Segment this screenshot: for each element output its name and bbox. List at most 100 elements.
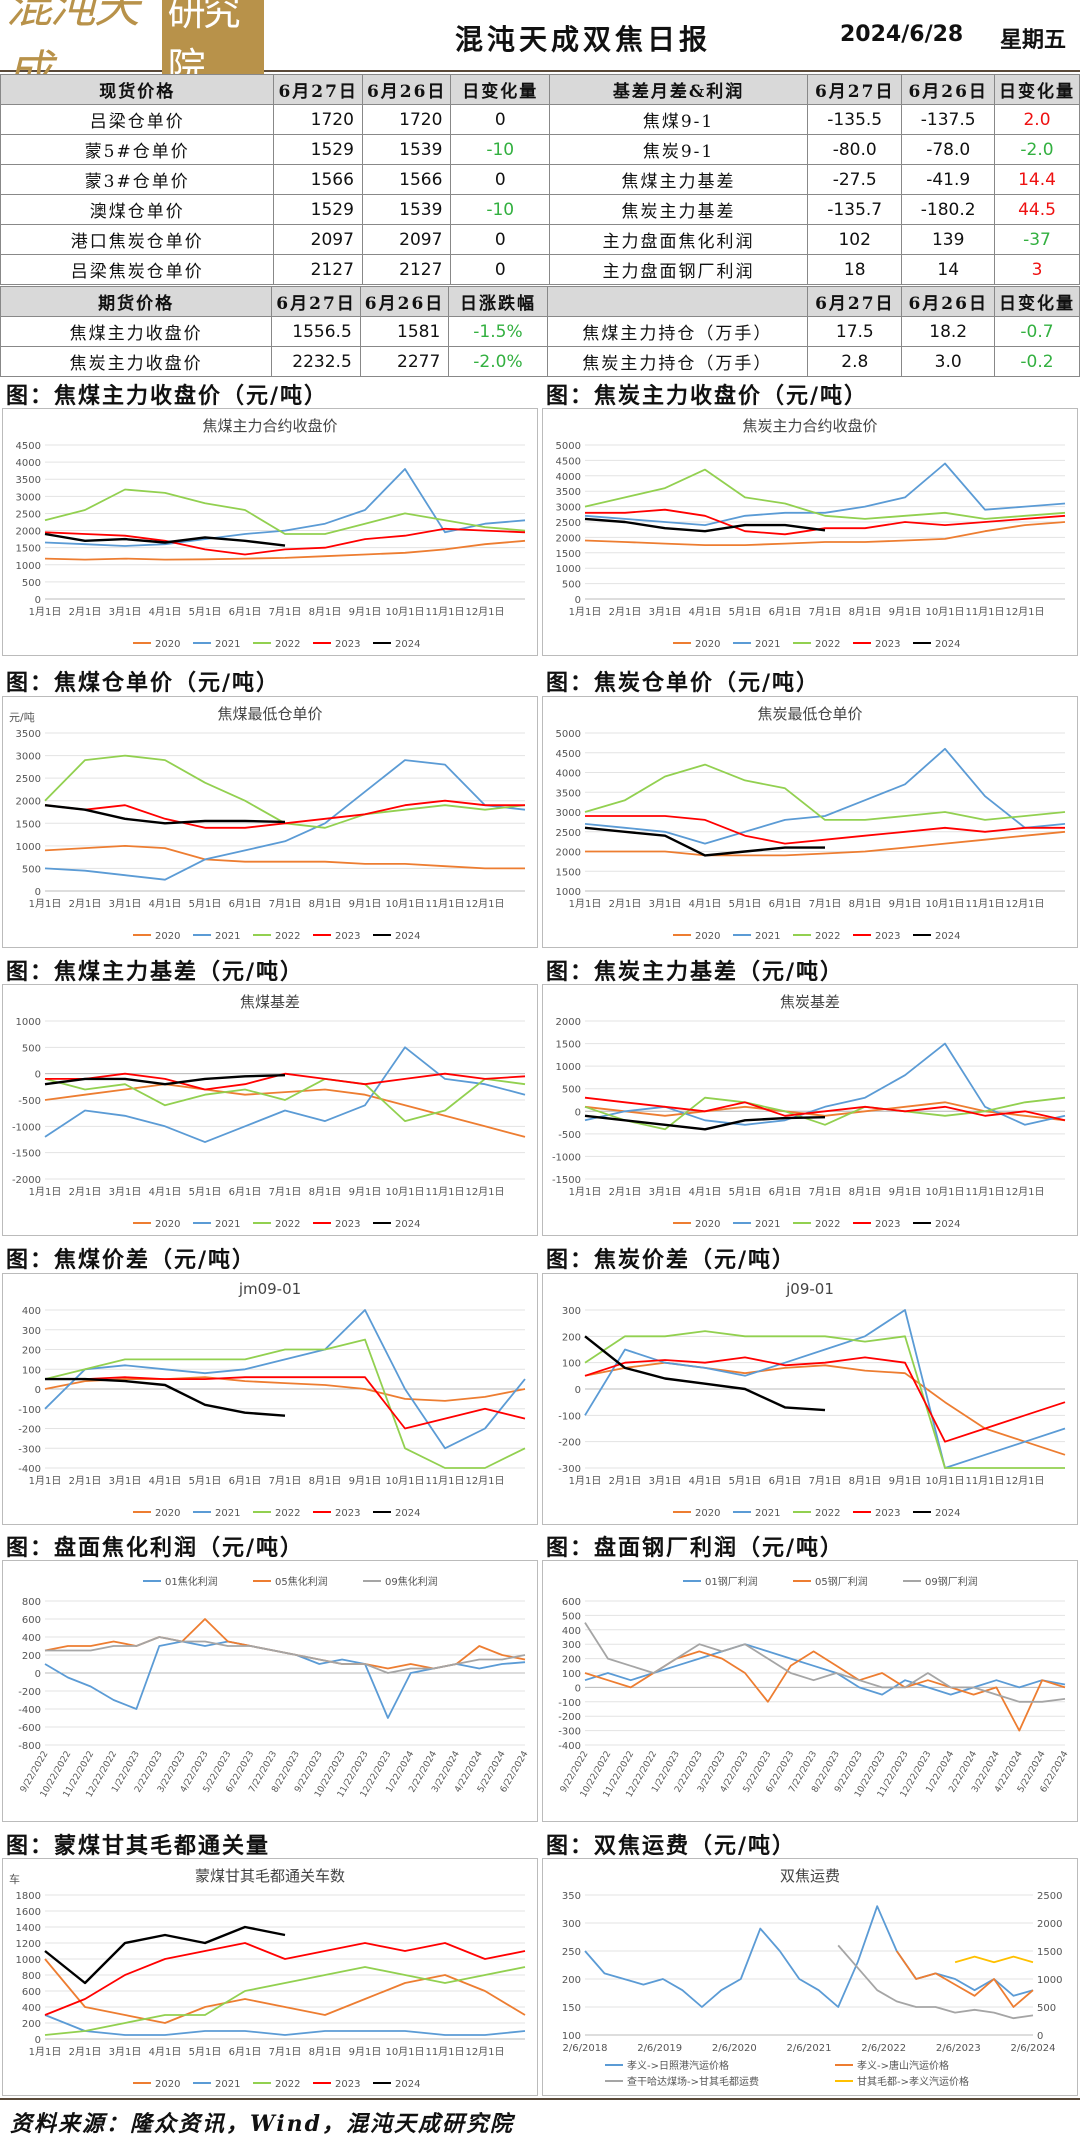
row-label: 焦煤9-1 [549,104,809,135]
row-label: 焦炭主力收盘价 [0,346,273,377]
x-tick-label: 3月1日 [109,1186,142,1198]
y-tick-label: 1800 [16,1891,41,1902]
y-tick-label: 100 [562,1359,581,1370]
x-tick-label: 11月1日 [425,1186,464,1198]
x-tick-label: 1月1日 [29,1186,62,1198]
x-tick-label: 2月1日 [609,606,642,618]
y-tick-label: 5000 [556,441,581,452]
x-tick-label: 4月1日 [149,898,182,910]
value-cell: 2127 [273,254,363,285]
chart-panel: 焦煤主力合约收盘价 0 500 1000 1500 2000 2500 3000 3500 400… [2,408,538,656]
chart-svg: -400-300-200-10001002003004005006009/22/… [558,1575,1070,1799]
x-tick-label: 8月1日 [849,898,882,910]
value-cell: -135.5 [807,104,903,135]
x-tick-label: 12月1日 [465,606,504,618]
legend-label: 2022 [275,1219,300,1230]
series-line [584,1622,1066,1703]
x-tick-label: 10月1日 [385,606,424,618]
axis-unit: 元/吨 [9,711,35,724]
y-tick-label: 3500 [556,788,581,799]
y-tick-label: 3000 [16,752,41,763]
x-tick-label: 9月1日 [349,1475,382,1487]
x-tick-label: 2/6/2022 [861,2043,906,2054]
y-tick-label: -2000 [12,1175,41,1186]
change-cell: 0 [450,254,551,285]
series-line [584,826,825,857]
section-title: 图：焦煤主力基差（元/吨） [6,959,305,985]
chart-panel: 焦炭基差 -1500 -1000 -500 0 500 1000 1500 2000 1月1日 2月… [542,984,1078,1236]
legend-label: 2024 [395,1508,420,1519]
value-cell: -137.5 [901,104,995,135]
y-tick-label: 2000 [16,797,41,808]
x-tick-label: 3月1日 [649,1475,682,1487]
y-tick-label: 4500 [16,441,41,452]
y-tick-label: 1000 [556,887,581,898]
legend-label: 09钢厂利润 [925,1575,978,1588]
value-cell: 2127 [361,254,452,285]
x-tick-label: 8月1日 [309,2046,342,2058]
series-line [44,845,525,870]
y-tick-label: 0 [35,2035,41,2046]
series-line [895,1950,1034,2008]
series-line [584,1096,1066,1131]
legend-label: 2023 [335,931,360,942]
value-cell: 17.5 [807,316,903,347]
y-tick-label: 3000 [556,503,581,514]
report-title: 混沌天成双焦日报 [455,23,712,56]
column-header: 6月26日 [359,286,450,317]
legend-label: 2020 [695,931,720,942]
column-header: 基差月差&利润 [549,74,809,105]
chart-panel: 焦煤最低仓单价 元/吨 0 500 1000 1500 2000 2500 3000 3500 1月… [2,696,538,948]
x-tick-label: 9月1日 [349,2046,382,2058]
column-header: 6月26日 [901,74,995,105]
x-tick-label: 2月1日 [609,1475,642,1487]
series-line [44,1618,526,1670]
y2-tick-label: 2000 [1037,1919,1062,1930]
legend-label: 2020 [155,931,180,942]
x-tick-label: 3月1日 [109,1475,142,1487]
chart-svg: 0 500 1000 1500 2000 2500 3000 3500 4000 4500 1月1日… [16,441,526,650]
chart-title: 焦炭基差 [779,993,840,1011]
x-tick-label: 6月1日 [769,606,802,618]
y-tick-label: -300 [558,1464,581,1475]
y-tick-label: -300 [558,1727,581,1738]
x-tick-label: 11月1日 [425,898,464,910]
value-cell: 2277 [359,346,450,377]
x-tick-label: 2/6/2019 [637,2043,682,2054]
x-tick-label: 6月1日 [229,606,262,618]
series-line [44,539,526,561]
column-header: 期货价格 [0,286,273,317]
series-line [585,508,1066,536]
legend-label: 2024 [935,1508,960,1519]
y-tick-label: 500 [562,1611,581,1622]
x-tick-label: 6月1日 [769,1475,802,1487]
value-cell: 1566 [273,164,363,195]
change-cell: 44.5 [993,194,1080,225]
series-line [585,815,1065,845]
chart-panel: j09-01 -300 -200 -100 0 100 200 300 1月1日 2月1日 3月1日… [542,1273,1078,1525]
table-row: 澳煤仓单价 1529 1539 -10 焦炭主力基差 -135.7 -180.2 44.5 [0,194,1080,225]
x-tick-label: 3月1日 [109,606,142,618]
legend-label: 2020 [155,1219,180,1230]
y-tick-label: 2000 [556,848,581,859]
chart-panel: 双焦运费 100 150 200 250 300 350 0 500 1000 1500 2000 25… [542,1858,1078,2096]
y-tick-label: -1000 [552,1152,581,1163]
y-tick-label: 1500 [16,544,41,555]
legend-label: 09焦化利润 [385,1575,438,1588]
y-tick-label: -1500 [552,1175,581,1186]
y-tick-label: 1600 [16,1907,41,1918]
x-tick-label: 7月1日 [269,606,302,618]
y-tick-label: 500 [22,864,41,875]
x-tick-label: 5月1日 [729,606,762,618]
table-header-row: 现货价格 6月27日 6月26日 日变化量 基差月差&利润 6月27日 6月26日 日变化量 [0,74,1080,105]
x-tick-label: 5月1日 [729,1475,762,1487]
series-line [584,1643,1066,1696]
x-tick-label: 8月1日 [849,1475,882,1487]
series-line [44,1309,526,1450]
section-title: 图：蒙煤甘其毛都通关量 [6,1833,271,1859]
legend-label: 孝义->唐山汽运价格 [857,2059,949,2072]
series-line [44,1925,286,1985]
legend-label: 2021 [755,1219,780,1230]
x-tick-label: 2月1日 [69,1475,102,1487]
legend-label: 甘其毛都->孝义汽运价格 [857,2075,969,2088]
